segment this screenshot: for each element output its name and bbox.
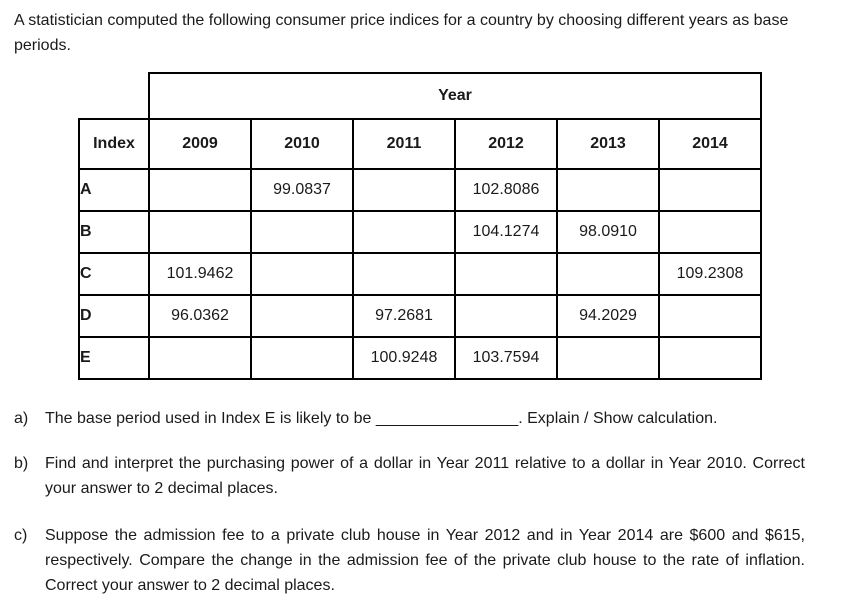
table-cell: 100.9248 bbox=[352, 336, 456, 380]
corner-spacer bbox=[79, 73, 149, 119]
table-cell: 96.0362 bbox=[148, 294, 252, 338]
table-cell bbox=[658, 336, 762, 380]
table-cell bbox=[250, 252, 354, 296]
table-cell: 98.0910 bbox=[556, 210, 660, 254]
table-row-d: D 96.0362 97.2681 94.2029 bbox=[78, 294, 762, 338]
table-cell bbox=[658, 210, 762, 254]
table-cell bbox=[454, 294, 558, 338]
intro-text: A statistician computed the following co… bbox=[14, 12, 789, 54]
table-cell bbox=[250, 210, 354, 254]
table-cell bbox=[250, 336, 354, 380]
table-cell bbox=[148, 336, 252, 380]
table-cell: 109.2308 bbox=[658, 252, 762, 296]
table-cell: 102.8086 bbox=[454, 168, 558, 212]
question-b: b) Find and interpret the purchasing pow… bbox=[14, 451, 805, 501]
table-row-e: E 100.9248 103.7594 bbox=[78, 336, 762, 380]
question-c-label: c) bbox=[14, 527, 28, 544]
table-cell bbox=[658, 168, 762, 212]
question-b-label: b) bbox=[14, 455, 29, 472]
year-column-header-2011: 2011 bbox=[352, 118, 456, 170]
index-column-header: Index bbox=[78, 118, 150, 170]
cpi-table: Year Index 2009 2010 2011 2012 2013 2014… bbox=[78, 72, 762, 380]
table-cell: 99.0837 bbox=[250, 168, 354, 212]
year-column-header-2009: 2009 bbox=[148, 118, 252, 170]
row-label-e: E bbox=[78, 336, 150, 380]
table-row-c: C 101.9462 109.2308 bbox=[78, 252, 762, 296]
table-cell bbox=[556, 336, 660, 380]
table-cell bbox=[352, 210, 456, 254]
year-group-row: Year bbox=[79, 72, 762, 120]
table-cell bbox=[250, 294, 354, 338]
table-cell bbox=[556, 168, 660, 212]
year-column-header-2010: 2010 bbox=[250, 118, 354, 170]
table-cell bbox=[658, 294, 762, 338]
table-row-b: B 104.1274 98.0910 bbox=[78, 210, 762, 254]
table-cell: 103.7594 bbox=[454, 336, 558, 380]
year-column-header-2012: 2012 bbox=[454, 118, 558, 170]
table-row-a: A 99.0837 102.8086 bbox=[78, 168, 762, 212]
year-group-header: Year bbox=[148, 72, 762, 120]
table-cell: 97.2681 bbox=[352, 294, 456, 338]
year-column-header-2013: 2013 bbox=[556, 118, 660, 170]
table-cell: 101.9462 bbox=[148, 252, 252, 296]
question-c: c) Suppose the admission fee to a privat… bbox=[14, 523, 805, 598]
row-label-d: D bbox=[78, 294, 150, 338]
table-cell: 104.1274 bbox=[454, 210, 558, 254]
table-cell bbox=[556, 252, 660, 296]
table-cell bbox=[148, 168, 252, 212]
row-label-c: C bbox=[78, 252, 150, 296]
table-cell bbox=[148, 210, 252, 254]
row-label-a: A bbox=[78, 168, 150, 212]
question-a-text: The base period used in Index E is likel… bbox=[45, 410, 718, 427]
table-cell: 94.2029 bbox=[556, 294, 660, 338]
table-cell bbox=[454, 252, 558, 296]
question-a-label: a) bbox=[14, 410, 29, 427]
question-c-text: Suppose the admission fee to a private c… bbox=[45, 527, 805, 594]
table-cell bbox=[352, 252, 456, 296]
row-label-b: B bbox=[78, 210, 150, 254]
table-cell bbox=[352, 168, 456, 212]
column-header-row: Index 2009 2010 2011 2012 2013 2014 bbox=[78, 118, 762, 170]
year-column-header-2014: 2014 bbox=[658, 118, 762, 170]
question-a: a) The base period used in Index E is li… bbox=[14, 406, 805, 431]
question-b-text: Find and interpret the purchasing power … bbox=[45, 455, 805, 497]
